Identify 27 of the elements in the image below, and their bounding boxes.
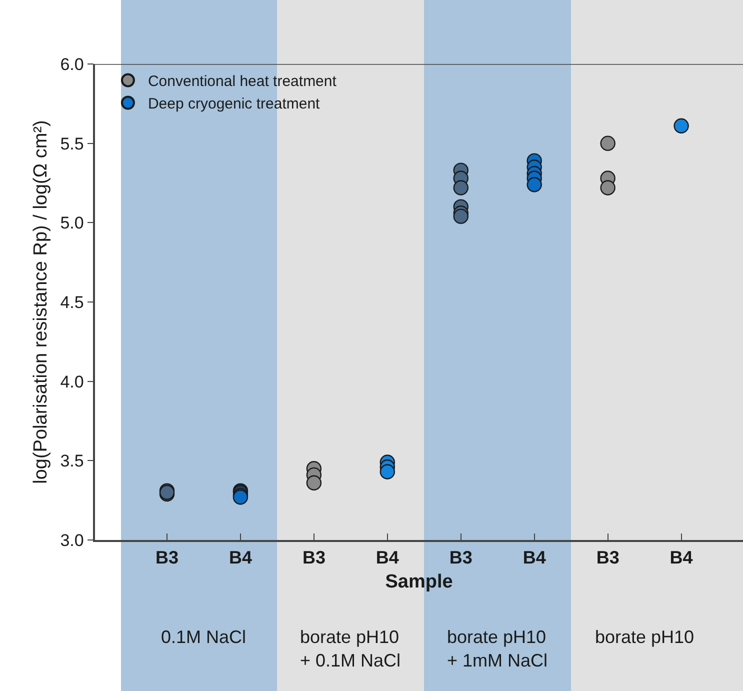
y-tick-label: 4.5 [60, 292, 84, 312]
y-axis-title: log(Polarisation resistance Rp) / log(Ω cm²) [30, 120, 52, 484]
y-tick-label: 4.0 [60, 372, 84, 392]
legend-label: Deep cryogenic treatment [148, 96, 321, 113]
point [526, 176, 542, 192]
legend-label: Conventional heat treatment [148, 73, 338, 90]
x-tick-label: B3 [155, 547, 179, 568]
point [674, 118, 689, 134]
y-tick-label: 3.5 [60, 452, 84, 471]
text: borate pH10 [595, 627, 694, 647]
x-tick-label: B4 [522, 547, 546, 568]
x-tick-label: B3 [449, 547, 472, 568]
y-tick-label: 5.0 [60, 214, 84, 233]
y-tick-label: 3.0 [60, 530, 84, 550]
y-tick-label: 5.5 [60, 134, 84, 154]
y-tick-label: 6.0 [60, 54, 84, 74]
text: borate pH10 + 0.1M NaCl [300, 627, 401, 670]
x-tick-label: B4 [376, 547, 399, 568]
text: borate pH10 + 1mM NaCl [447, 627, 548, 670]
x-axis-title: Sample [385, 572, 453, 593]
text: 0.1M NaCl [161, 627, 246, 647]
point [453, 208, 468, 224]
x-tick-label: B3 [596, 547, 620, 568]
point [600, 136, 616, 151]
x-tick-label: B4 [670, 547, 693, 568]
x-tick-label: B3 [302, 547, 326, 568]
x-tick-label: B4 [228, 547, 252, 568]
